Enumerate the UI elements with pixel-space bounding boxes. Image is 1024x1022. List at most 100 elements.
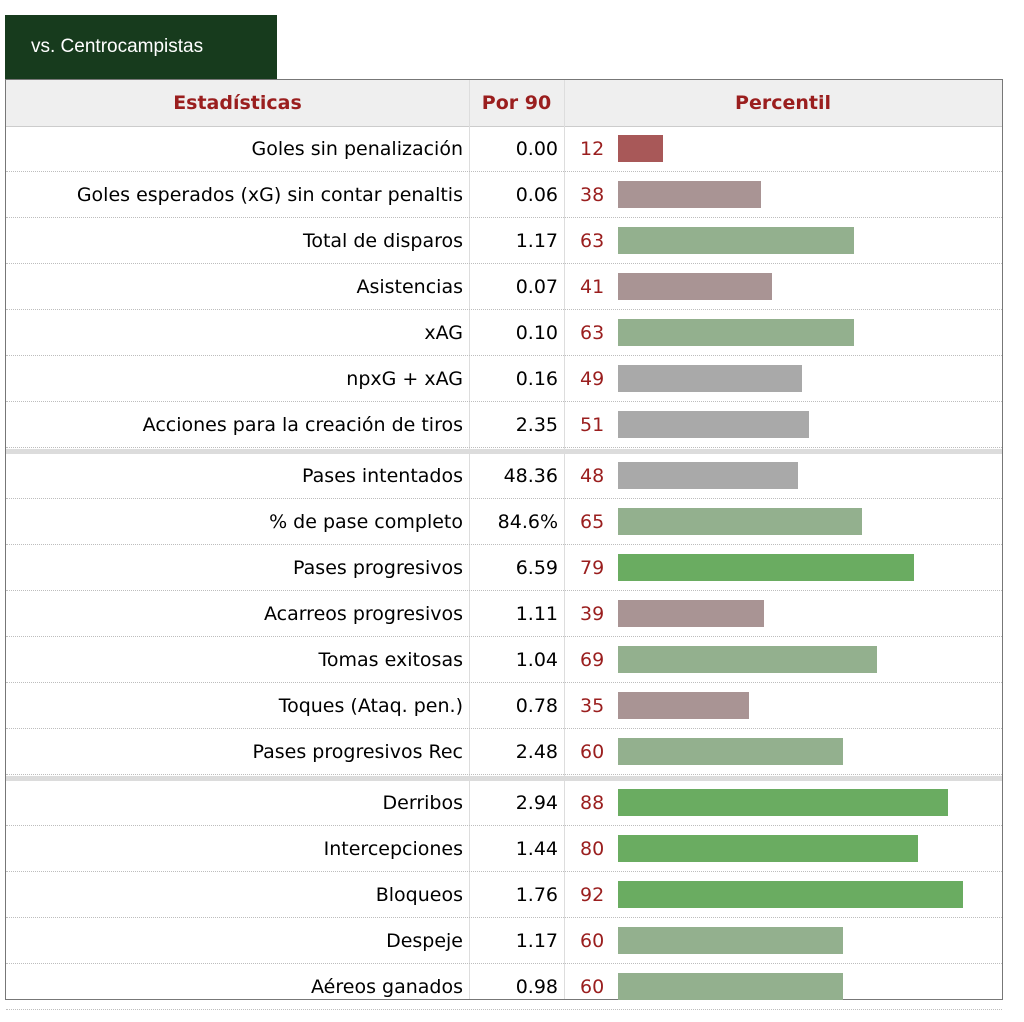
stat-label: xAG [424, 322, 463, 344]
percentile-bar [618, 692, 749, 719]
table-row-npxg-xag: npxG + xAG 0.16 49 [6, 356, 1002, 402]
percentile-value: 79 [580, 557, 605, 579]
percentile-bar [618, 411, 809, 438]
percentile-value: 51 [580, 414, 605, 436]
percentile-value: 69 [580, 649, 605, 671]
percentile-bar [618, 135, 663, 162]
table-row-xag: xAG 0.10 63 [6, 310, 1002, 356]
per90-value: 2.94 [515, 792, 558, 814]
percentile-value: 48 [580, 465, 605, 487]
percentile-bar [618, 365, 802, 392]
per90-value: 1.11 [515, 603, 558, 625]
table-row-bloqueos: Bloqueos 1.76 92 [6, 872, 1002, 918]
percentile-value: 39 [580, 603, 605, 625]
percentile-bar [618, 927, 843, 954]
table-row-pases-progresivos-rec: Pases progresivos Rec 2.48 60 [6, 729, 1002, 775]
percentile-bar [618, 508, 862, 535]
header-percentil[interactable]: Percentil [735, 92, 831, 114]
percentile-value: 41 [580, 276, 605, 298]
percentile-bar [618, 600, 764, 627]
per90-value: 0.07 [515, 276, 558, 298]
percentile-value: 60 [580, 976, 605, 998]
percentile-value: 63 [580, 322, 605, 344]
header-estadisticas[interactable]: Estadísticas [173, 92, 302, 114]
stat-label: Acciones para la creación de tiros [142, 414, 463, 436]
per90-value: 6.59 [515, 557, 558, 579]
stat-label: Aéreos ganados [311, 976, 463, 998]
stat-label: Pases progresivos Rec [252, 741, 463, 763]
tab-strip [277, 15, 1002, 79]
percentile-value: 80 [580, 838, 605, 860]
table-row-tomas-exitosas: Tomas exitosas 1.04 69 [6, 637, 1002, 683]
per90-value: 1.76 [515, 884, 558, 906]
table-row-goles-esperados-xg-sin-contar-penaltis: Goles esperados (xG) sin contar penaltis… [6, 172, 1002, 218]
percentile-value: 60 [580, 741, 605, 763]
percentile-bar [618, 554, 914, 581]
stat-label: Intercepciones [323, 838, 463, 860]
per90-value: 0.00 [515, 138, 558, 160]
stat-label: Acarreos progresivos [263, 603, 463, 625]
table-row-acciones-para-la-creacion-de-tiros: Acciones para la creación de tiros 2.35 51 [6, 402, 1002, 448]
percentile-bar [618, 835, 918, 862]
percentile-bar [618, 738, 843, 765]
per90-value: 2.48 [515, 741, 558, 763]
stat-label: npxG + xAG [346, 368, 463, 390]
percentile-value: 12 [580, 138, 605, 160]
per90-value: 84.6% [497, 511, 558, 533]
percentile-bar [618, 646, 877, 673]
stat-label: Goles esperados (xG) sin contar penaltis [76, 184, 463, 206]
stat-label: Tomas exitosas [318, 649, 464, 671]
table-row-derribos: Derribos 2.94 88 [6, 776, 1002, 826]
per90-value: 1.44 [515, 838, 558, 860]
percentile-value: 65 [580, 511, 605, 533]
percentile-bar [618, 273, 772, 300]
stat-label: Despeje [386, 930, 463, 952]
percentile-bar [618, 973, 843, 1000]
header-por-90[interactable]: Por 90 [481, 92, 552, 114]
table-header: Estadísticas Por 90 Percentil [6, 80, 1002, 127]
table-row-de-pase-completo: % de pase completo 84.6% 65 [6, 499, 1002, 545]
column-divider [564, 80, 565, 999]
percentile-bar [618, 881, 963, 908]
stat-label: % de pase completo [269, 511, 463, 533]
table-row-intercepciones: Intercepciones 1.44 80 [6, 826, 1002, 872]
percentile-value: 63 [580, 230, 605, 252]
percentile-bar [618, 319, 854, 346]
percentile-bar [618, 181, 761, 208]
percentile-value: 49 [580, 368, 605, 390]
column-divider [469, 80, 470, 999]
table-row-aereos-ganados: Aéreos ganados 0.98 60 [6, 964, 1002, 1010]
percentile-value: 35 [580, 695, 605, 717]
per90-value: 2.35 [515, 414, 558, 436]
percentile-bar [618, 227, 854, 254]
table-row-asistencias: Asistencias 0.07 41 [6, 264, 1002, 310]
table-row-acarreos-progresivos: Acarreos progresivos 1.11 39 [6, 591, 1002, 637]
table-row-pases-intentados: Pases intentados 48.36 48 [6, 449, 1002, 499]
table-row-despeje: Despeje 1.17 60 [6, 918, 1002, 964]
percentile-bar [618, 462, 798, 489]
per90-value: 0.06 [515, 184, 558, 206]
table-row-pases-progresivos: Pases progresivos 6.59 79 [6, 545, 1002, 591]
stat-label: Goles sin penalización [251, 138, 463, 160]
stat-label: Total de disparos [302, 230, 463, 252]
per90-value: 0.98 [515, 976, 558, 998]
per90-value: 1.04 [515, 649, 558, 671]
stat-label: Toques (Ataq. pen.) [278, 695, 463, 717]
percentile-value: 38 [580, 184, 605, 206]
table-row-total-de-disparos: Total de disparos 1.17 63 [6, 218, 1002, 264]
per90-value: 0.10 [515, 322, 558, 344]
percentile-bar [618, 789, 948, 816]
stat-label: Derribos [382, 792, 463, 814]
percentile-table: Estadísticas Por 90 Percentil Goles sin … [5, 79, 1003, 1010]
tab-vs-centrocampistas[interactable]: vs. Centrocampistas [5, 15, 277, 79]
percentile-value: 60 [580, 930, 605, 952]
percentile-value: 92 [580, 884, 605, 906]
per90-value: 0.78 [515, 695, 558, 717]
stat-label: Asistencias [356, 276, 463, 298]
percentile-value: 88 [580, 792, 605, 814]
per90-value: 0.16 [515, 368, 558, 390]
per90-value: 48.36 [503, 465, 558, 487]
stat-label: Bloqueos [375, 884, 463, 906]
table-row-toques-ataq-pen: Toques (Ataq. pen.) 0.78 35 [6, 683, 1002, 729]
per90-value: 1.17 [515, 930, 558, 952]
